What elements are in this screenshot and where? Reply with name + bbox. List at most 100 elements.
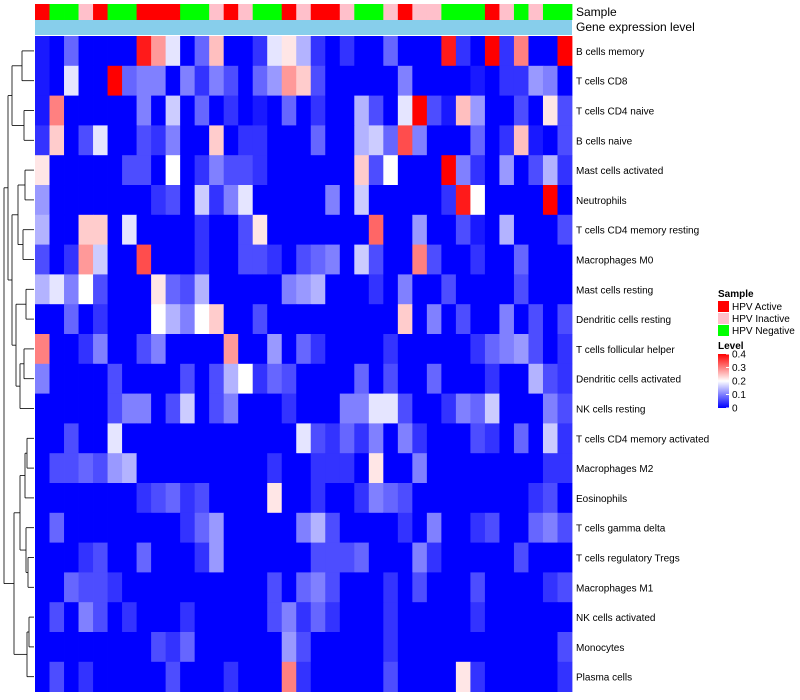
- heatmap-cell: [513, 155, 529, 186]
- heatmap-cell: [441, 512, 457, 543]
- heatmap-cell: [151, 185, 167, 216]
- heatmap-cell: [455, 483, 471, 514]
- heatmap-cell: [165, 155, 181, 186]
- heatmap-cell: [136, 602, 152, 633]
- heatmap-cell: [165, 512, 181, 543]
- heatmap-cell: [513, 423, 529, 454]
- heatmap-cell: [136, 65, 152, 96]
- heatmap-cell: [528, 363, 544, 394]
- heatmap-cell: [368, 95, 384, 126]
- heatmap-cell: [455, 65, 471, 96]
- heatmap-cell: [180, 214, 196, 245]
- heatmap-cell: [397, 244, 413, 275]
- heatmap-cell: [107, 453, 123, 484]
- sample-annotation-cell: [325, 4, 341, 20]
- heatmap-cell: [151, 393, 167, 424]
- heatmap-cell: [470, 572, 486, 603]
- heatmap-cell: [528, 512, 544, 543]
- heatmap-cell: [35, 393, 50, 424]
- heatmap-cell: [238, 363, 254, 394]
- heatmap-cell: [49, 483, 65, 514]
- heatmap-cell: [513, 274, 529, 305]
- heatmap-cell: [441, 36, 457, 67]
- heatmap-cell: [49, 661, 65, 692]
- sample-annotation-cell: [513, 4, 529, 20]
- heatmap-cell: [165, 244, 181, 275]
- row-label: Mast cells activated: [576, 166, 663, 177]
- sample-annotation-cell: [267, 4, 283, 20]
- heatmap-cell: [455, 572, 471, 603]
- heatmap-cell: [49, 572, 65, 603]
- heatmap-cell: [252, 602, 268, 633]
- heatmap-cell: [354, 632, 370, 663]
- heatmap-cell: [484, 304, 500, 335]
- heatmap-cell: [484, 244, 500, 275]
- heatmap-cell: [542, 36, 558, 67]
- heatmap-cell: [470, 453, 486, 484]
- heatmap-cell: [165, 661, 181, 692]
- heatmap-cell: [136, 125, 152, 156]
- heatmap-cell: [49, 244, 65, 275]
- heatmap-cell: [455, 125, 471, 156]
- heatmap-cell: [194, 363, 210, 394]
- heatmap-cell: [49, 155, 65, 186]
- heatmap-cell: [426, 632, 442, 663]
- heatmap-cell: [223, 393, 239, 424]
- sample-annotation-cell: [339, 4, 355, 20]
- heatmap-cell: [455, 453, 471, 484]
- heatmap-cell: [441, 155, 457, 186]
- heatmap-cell: [528, 572, 544, 603]
- heatmap-cell: [513, 483, 529, 514]
- sample-annotation-cell: [354, 4, 370, 20]
- heatmap-cell: [499, 512, 515, 543]
- heatmap-cell: [354, 95, 370, 126]
- heatmap-cell: [325, 36, 341, 67]
- heatmap-cell: [412, 363, 428, 394]
- heatmap-cell: [165, 423, 181, 454]
- heatmap-cell: [136, 244, 152, 275]
- heatmap-cell: [499, 244, 515, 275]
- heatmap-cell: [64, 36, 79, 67]
- heatmap-cell: [455, 632, 471, 663]
- heatmap-cell: [252, 185, 268, 216]
- heatmap-cell: [35, 155, 50, 186]
- heatmap-cell: [64, 185, 79, 216]
- heatmap-cell: [528, 661, 544, 692]
- heatmap-cell: [397, 185, 413, 216]
- heatmap-cell: [194, 602, 210, 633]
- heatmap-cell: [136, 185, 152, 216]
- heatmap-cell: [484, 661, 500, 692]
- heatmap-cell: [281, 632, 297, 663]
- heatmap-cell: [441, 661, 457, 692]
- heatmap-cell: [122, 334, 137, 365]
- heatmap-cell: [354, 36, 370, 67]
- heatmap-cell: [194, 65, 210, 96]
- heatmap-cell: [281, 483, 297, 514]
- heatmap-cell: [339, 185, 355, 216]
- heatmap-cell: [426, 36, 442, 67]
- sample-legend-swatch: [718, 313, 729, 324]
- heatmap-cell: [151, 632, 167, 663]
- heatmap-cell: [252, 95, 268, 126]
- heatmap-cell: [339, 423, 355, 454]
- heatmap-cell: [513, 65, 529, 96]
- sample-annotation-cell: [397, 4, 413, 20]
- heatmap-cell: [165, 572, 181, 603]
- heatmap-cell: [267, 244, 283, 275]
- heatmap-cell: [49, 423, 65, 454]
- heatmap-cell: [310, 65, 326, 96]
- heatmap-cell: [209, 393, 225, 424]
- heatmap-cell: [383, 214, 399, 245]
- heatmap-cell: [78, 542, 94, 573]
- heatmap-cell: [78, 572, 94, 603]
- heatmap-cell: [368, 542, 384, 573]
- heatmap-cell: [165, 632, 181, 663]
- heatmap-cell: [180, 661, 196, 692]
- heatmap-cell: [426, 214, 442, 245]
- level-legend: Level 0.4 0.3 0.2 0.1 0: [718, 341, 746, 415]
- heatmap-cell: [383, 155, 399, 186]
- heatmap-cell: [64, 661, 79, 692]
- heatmap-cell: [484, 274, 500, 305]
- heatmap-cell: [557, 95, 573, 126]
